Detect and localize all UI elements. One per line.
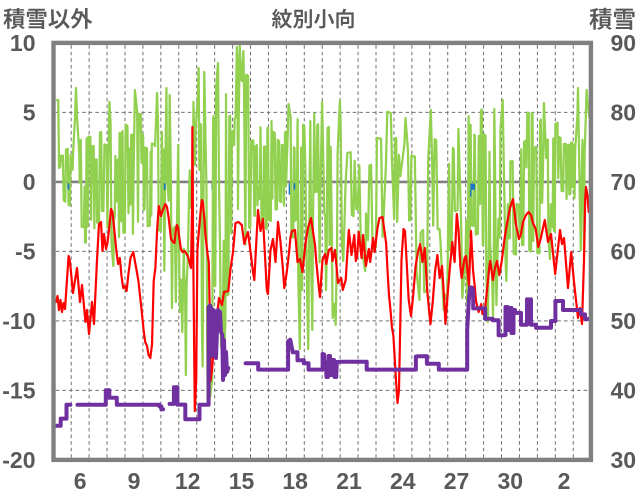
svg-text:40: 40 xyxy=(611,377,636,403)
svg-text:0: 0 xyxy=(23,169,36,195)
svg-text:18: 18 xyxy=(282,468,308,494)
svg-text:21: 21 xyxy=(336,468,362,494)
svg-text:12: 12 xyxy=(175,468,201,494)
svg-text:-15: -15 xyxy=(2,377,35,403)
svg-text:24: 24 xyxy=(390,468,416,494)
svg-text:15: 15 xyxy=(229,468,255,494)
svg-text:27: 27 xyxy=(444,468,470,494)
svg-text:50: 50 xyxy=(611,308,636,334)
svg-text:5: 5 xyxy=(23,99,36,125)
svg-text:60: 60 xyxy=(611,238,636,264)
svg-text:10: 10 xyxy=(10,30,36,56)
svg-text:-5: -5 xyxy=(15,238,36,264)
svg-text:30: 30 xyxy=(498,468,524,494)
svg-text:2: 2 xyxy=(558,468,571,494)
svg-text:-20: -20 xyxy=(2,447,35,473)
svg-text:80: 80 xyxy=(611,99,636,125)
svg-text:9: 9 xyxy=(128,468,141,494)
svg-text:90: 90 xyxy=(611,30,636,56)
svg-text:-10: -10 xyxy=(2,308,35,334)
svg-text:30: 30 xyxy=(611,447,636,473)
svg-text:6: 6 xyxy=(74,468,87,494)
svg-text:70: 70 xyxy=(611,169,636,195)
